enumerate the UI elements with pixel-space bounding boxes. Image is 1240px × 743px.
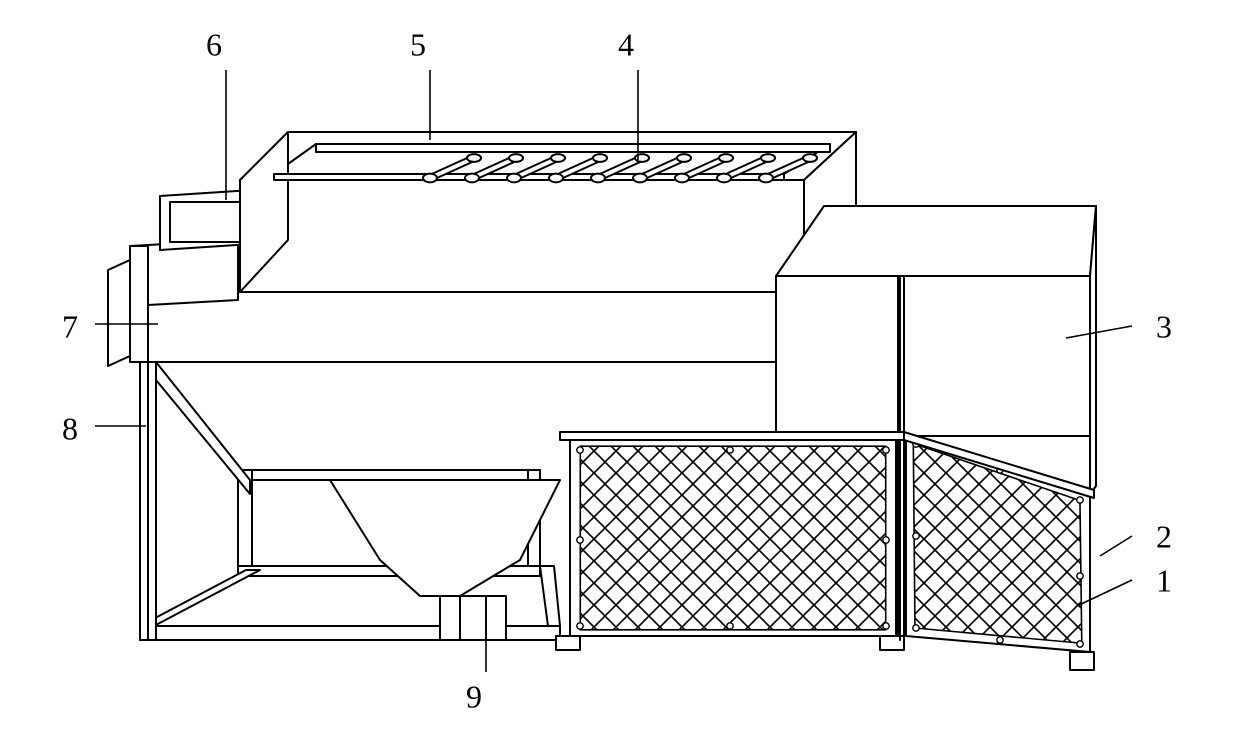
label-8: 8 bbox=[62, 410, 78, 446]
label-6: 6 bbox=[206, 26, 222, 62]
label-1: 1 bbox=[1156, 562, 1172, 598]
label-2: 2 bbox=[1156, 518, 1172, 554]
label-3: 3 bbox=[1156, 308, 1172, 344]
label-7: 7 bbox=[62, 308, 78, 344]
label-9: 9 bbox=[466, 678, 482, 714]
label-4: 4 bbox=[618, 26, 634, 62]
front-mesh bbox=[570, 440, 896, 636]
technical-drawing: 1 2 3 4 5 6 7 8 9 bbox=[0, 0, 1240, 738]
label-5: 5 bbox=[410, 26, 426, 62]
